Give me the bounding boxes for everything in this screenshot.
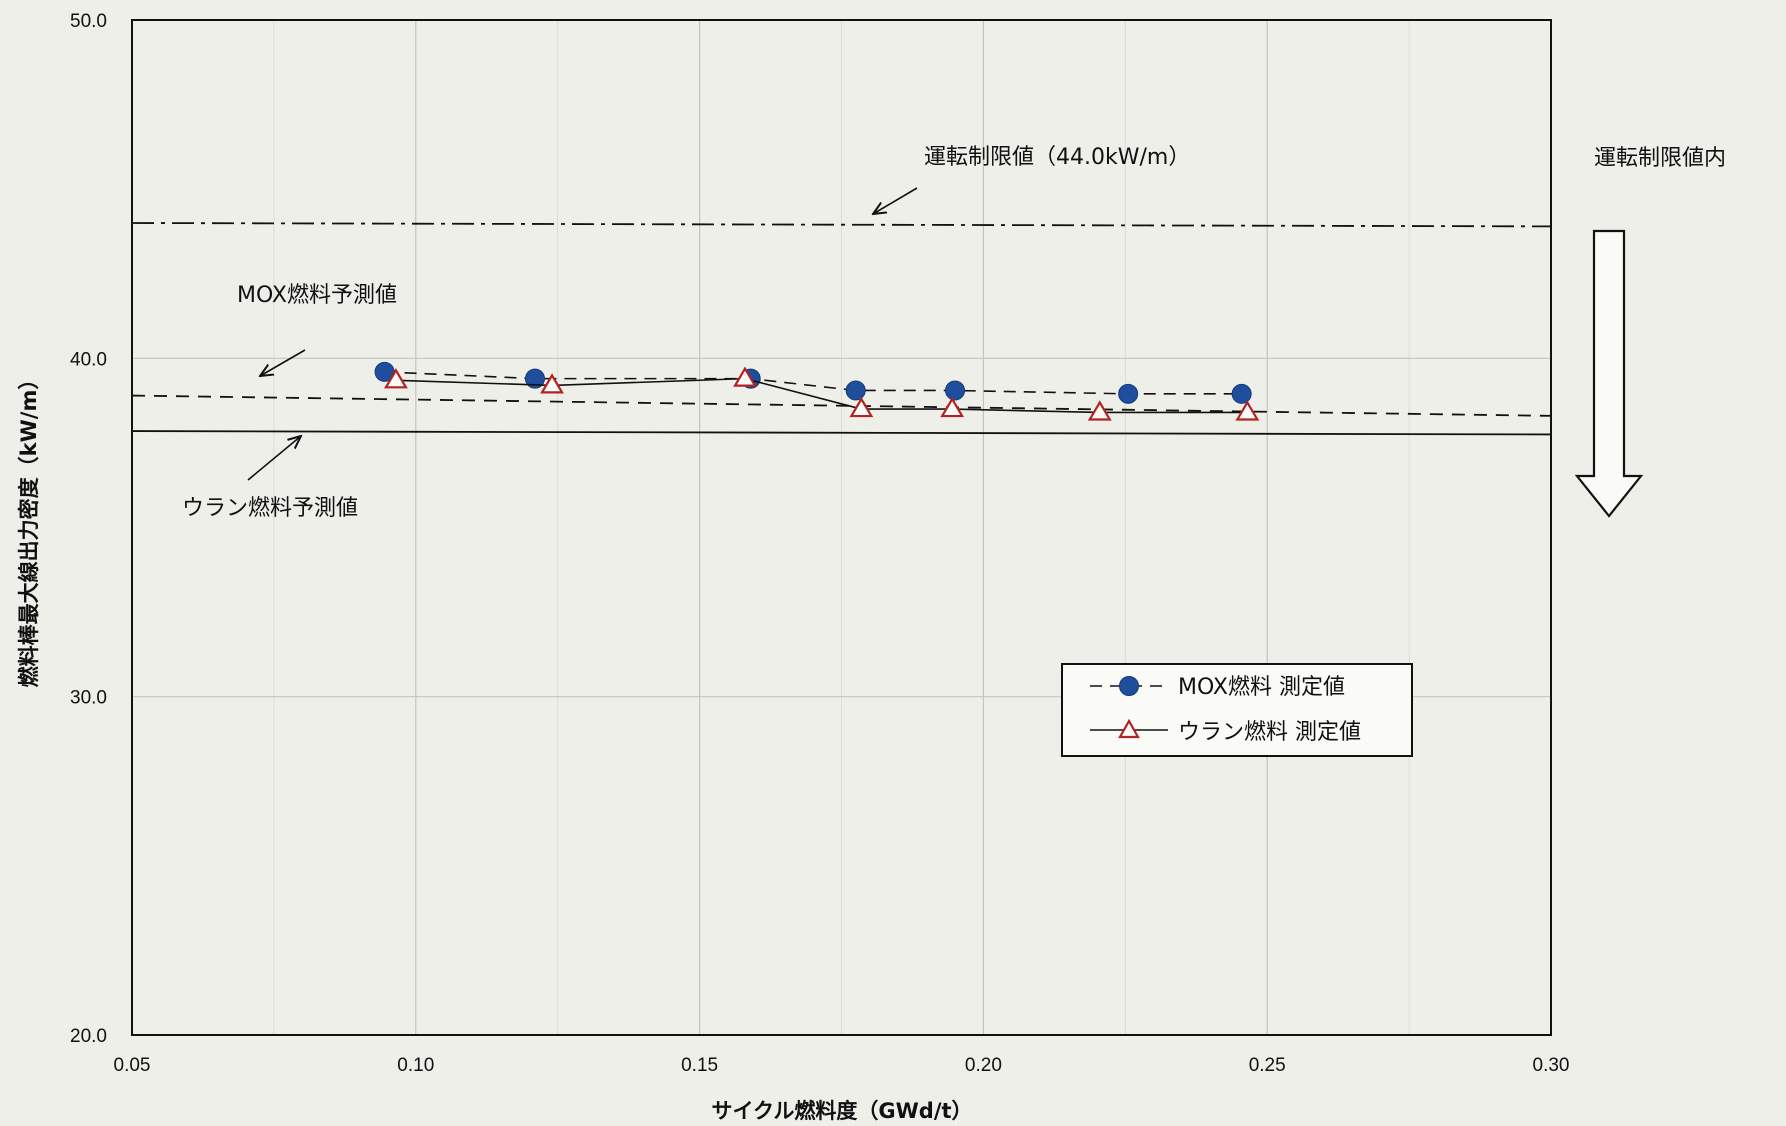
tick-labels: 0.05 0.10 0.15 0.20 0.25 0.30 20.0 30.0 40.0 50.0 <box>70 11 1569 1076</box>
legend-mox-marker <box>1119 676 1139 696</box>
y-tick-label: 50.0 <box>70 11 107 32</box>
legend-box <box>1061 663 1413 757</box>
x-tick-label: 0.20 <box>965 1055 1002 1076</box>
plot-frame <box>131 19 1552 1036</box>
arrow-uranium-prediction <box>247 436 301 481</box>
down-arrow-icon <box>1574 229 1644 518</box>
x-tick-label: 0.10 <box>397 1055 434 1076</box>
mox-prediction-line <box>131 394 1552 417</box>
legend-uranium-marker <box>1118 718 1140 739</box>
y-tick-label: 20.0 <box>70 1026 107 1047</box>
uranium-data-point <box>733 366 757 387</box>
legend: MOX燃料 測定値 ウラン燃料 測定値 <box>1061 663 1413 757</box>
x-tick-label: 0.05 <box>114 1055 151 1076</box>
mox-data-point <box>845 380 866 401</box>
mox-data-point <box>1231 383 1252 404</box>
y-tick-label: 40.0 <box>70 349 107 370</box>
annotation-uranium-prediction: ウラン燃料予測値 <box>182 496 358 521</box>
x-tick-label: 0.25 <box>1249 1055 1286 1076</box>
legend-mox-label: MOX燃料 測定値 <box>1178 675 1345 700</box>
legend-uranium-label: ウラン燃料 測定値 <box>1178 720 1361 745</box>
y-axis-title: 燃料棒最大線出力密度（kW/m） <box>17 369 41 688</box>
y-tick-label: 30.0 <box>70 688 107 709</box>
series-group <box>374 361 1260 421</box>
operating-limit-line <box>131 222 1552 228</box>
uranium-data-point <box>384 368 408 389</box>
uranium-data-point <box>1235 400 1260 421</box>
uranium-data-point <box>849 396 874 418</box>
x-axis-title: サイクル燃料度（GWd/t） <box>711 1099 972 1123</box>
annotation-operating-limit: 運転制限値（44.0kW/m） <box>924 145 1190 170</box>
mox-series-line <box>384 371 1242 395</box>
annotation-mox-prediction: MOX燃料予測値 <box>237 283 397 308</box>
arrow-operating-limit <box>873 187 918 214</box>
uranium-data-point <box>940 396 965 418</box>
gridlines <box>132 20 1551 1035</box>
mox-data-point <box>945 380 966 401</box>
mox-data-point <box>1118 383 1139 404</box>
mox-data-point <box>524 368 545 389</box>
x-tick-label: 0.30 <box>1533 1055 1570 1076</box>
uranium-data-point <box>1087 400 1112 421</box>
x-tick-label: 0.15 <box>681 1055 718 1076</box>
arrow-mox-prediction <box>260 349 306 376</box>
uranium-data-point <box>540 373 564 394</box>
reference-lines <box>131 222 1552 436</box>
uranium-prediction-line <box>131 430 1552 436</box>
annotation-within-limit: 運転制限値内 <box>1594 146 1726 171</box>
